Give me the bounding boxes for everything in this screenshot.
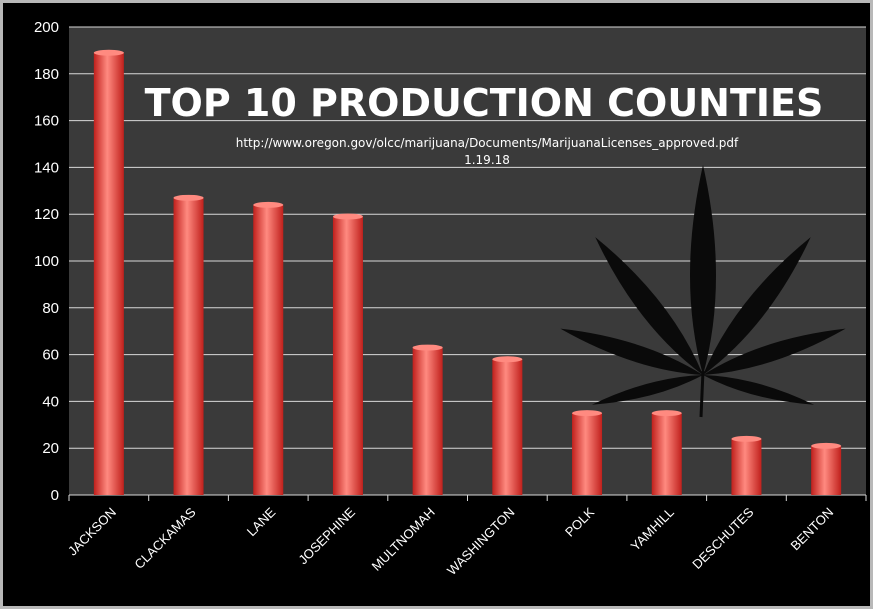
leaf-leaflet — [703, 375, 815, 405]
bar-top — [93, 49, 124, 56]
bar — [572, 413, 603, 495]
y-tick-label: 120 — [34, 206, 59, 223]
bar — [332, 216, 363, 496]
x-tick-label: YAMHILL — [628, 505, 677, 554]
x-tick-label: JOSEPHINE — [295, 504, 358, 567]
x-tick-label: DESCHUTES — [689, 504, 757, 572]
bar-top — [492, 356, 523, 363]
bar — [173, 197, 204, 495]
bar — [731, 438, 762, 495]
leaf-leaflet — [591, 375, 703, 405]
bar-top — [811, 442, 842, 449]
y-tick-label: 60 — [42, 347, 59, 364]
y-axis-tick-labels: 0 20 40 60 80 100 120 140 160 180 200 — [34, 19, 59, 504]
bar-top — [332, 213, 363, 220]
x-axis-tick-labels: JACKSON CLACKAMAS LANE JOSEPHINE MULTNOMAH WA… — [65, 504, 836, 578]
y-tick-label: 200 — [34, 19, 59, 36]
bar — [492, 359, 523, 495]
y-tick-label: 20 — [42, 440, 59, 457]
bar-top — [412, 344, 443, 351]
y-tick-label: 80 — [42, 300, 59, 317]
bar-top — [731, 435, 762, 442]
bar — [811, 445, 842, 495]
y-tick-label: 100 — [34, 253, 59, 270]
leaf-leaflet — [595, 237, 703, 375]
x-tick-label: CLACKAMAS — [131, 504, 199, 572]
bar-chart: 0 20 40 60 80 100 120 140 160 180 200 JACKSON CLACK… — [34, 19, 867, 578]
y-tick-label: 140 — [34, 159, 59, 176]
chart-title: TOP 10 PRODUCTION COUNTIES — [145, 81, 824, 125]
leaf-leaflet — [560, 328, 703, 375]
leaf-leaflet — [703, 237, 811, 375]
bar — [253, 204, 284, 495]
y-tick-label: 180 — [34, 66, 59, 83]
leaf-stem — [699, 370, 705, 418]
chart-date: 1.19.18 — [464, 153, 510, 167]
chart-subtitle-url: http://www.oregon.gov/olcc/marijuana/Doc… — [236, 136, 739, 150]
leaf-leaflet — [703, 328, 846, 375]
x-tick-label: LANE — [244, 504, 279, 539]
bar — [651, 413, 682, 495]
bar-top — [572, 410, 603, 417]
y-tick-label: 160 — [34, 113, 59, 130]
bar-top — [173, 194, 204, 201]
bar-top — [651, 410, 682, 417]
x-tick-label: BENTON — [788, 505, 837, 554]
bars — [93, 49, 842, 496]
x-tick-label: MULTNOMAH — [369, 505, 438, 574]
x-tick-label: POLK — [562, 504, 597, 539]
x-tick-label: JACKSON — [65, 505, 119, 559]
bar — [412, 347, 443, 495]
bar-top — [253, 201, 284, 208]
leaf-leaflet — [690, 165, 716, 375]
cannabis-leaf-icon — [560, 165, 846, 418]
y-tick-label: 0 — [51, 487, 59, 504]
bar — [93, 52, 124, 496]
y-tick-label: 40 — [42, 393, 59, 410]
x-tick-label: WASHINGTON — [444, 505, 517, 578]
